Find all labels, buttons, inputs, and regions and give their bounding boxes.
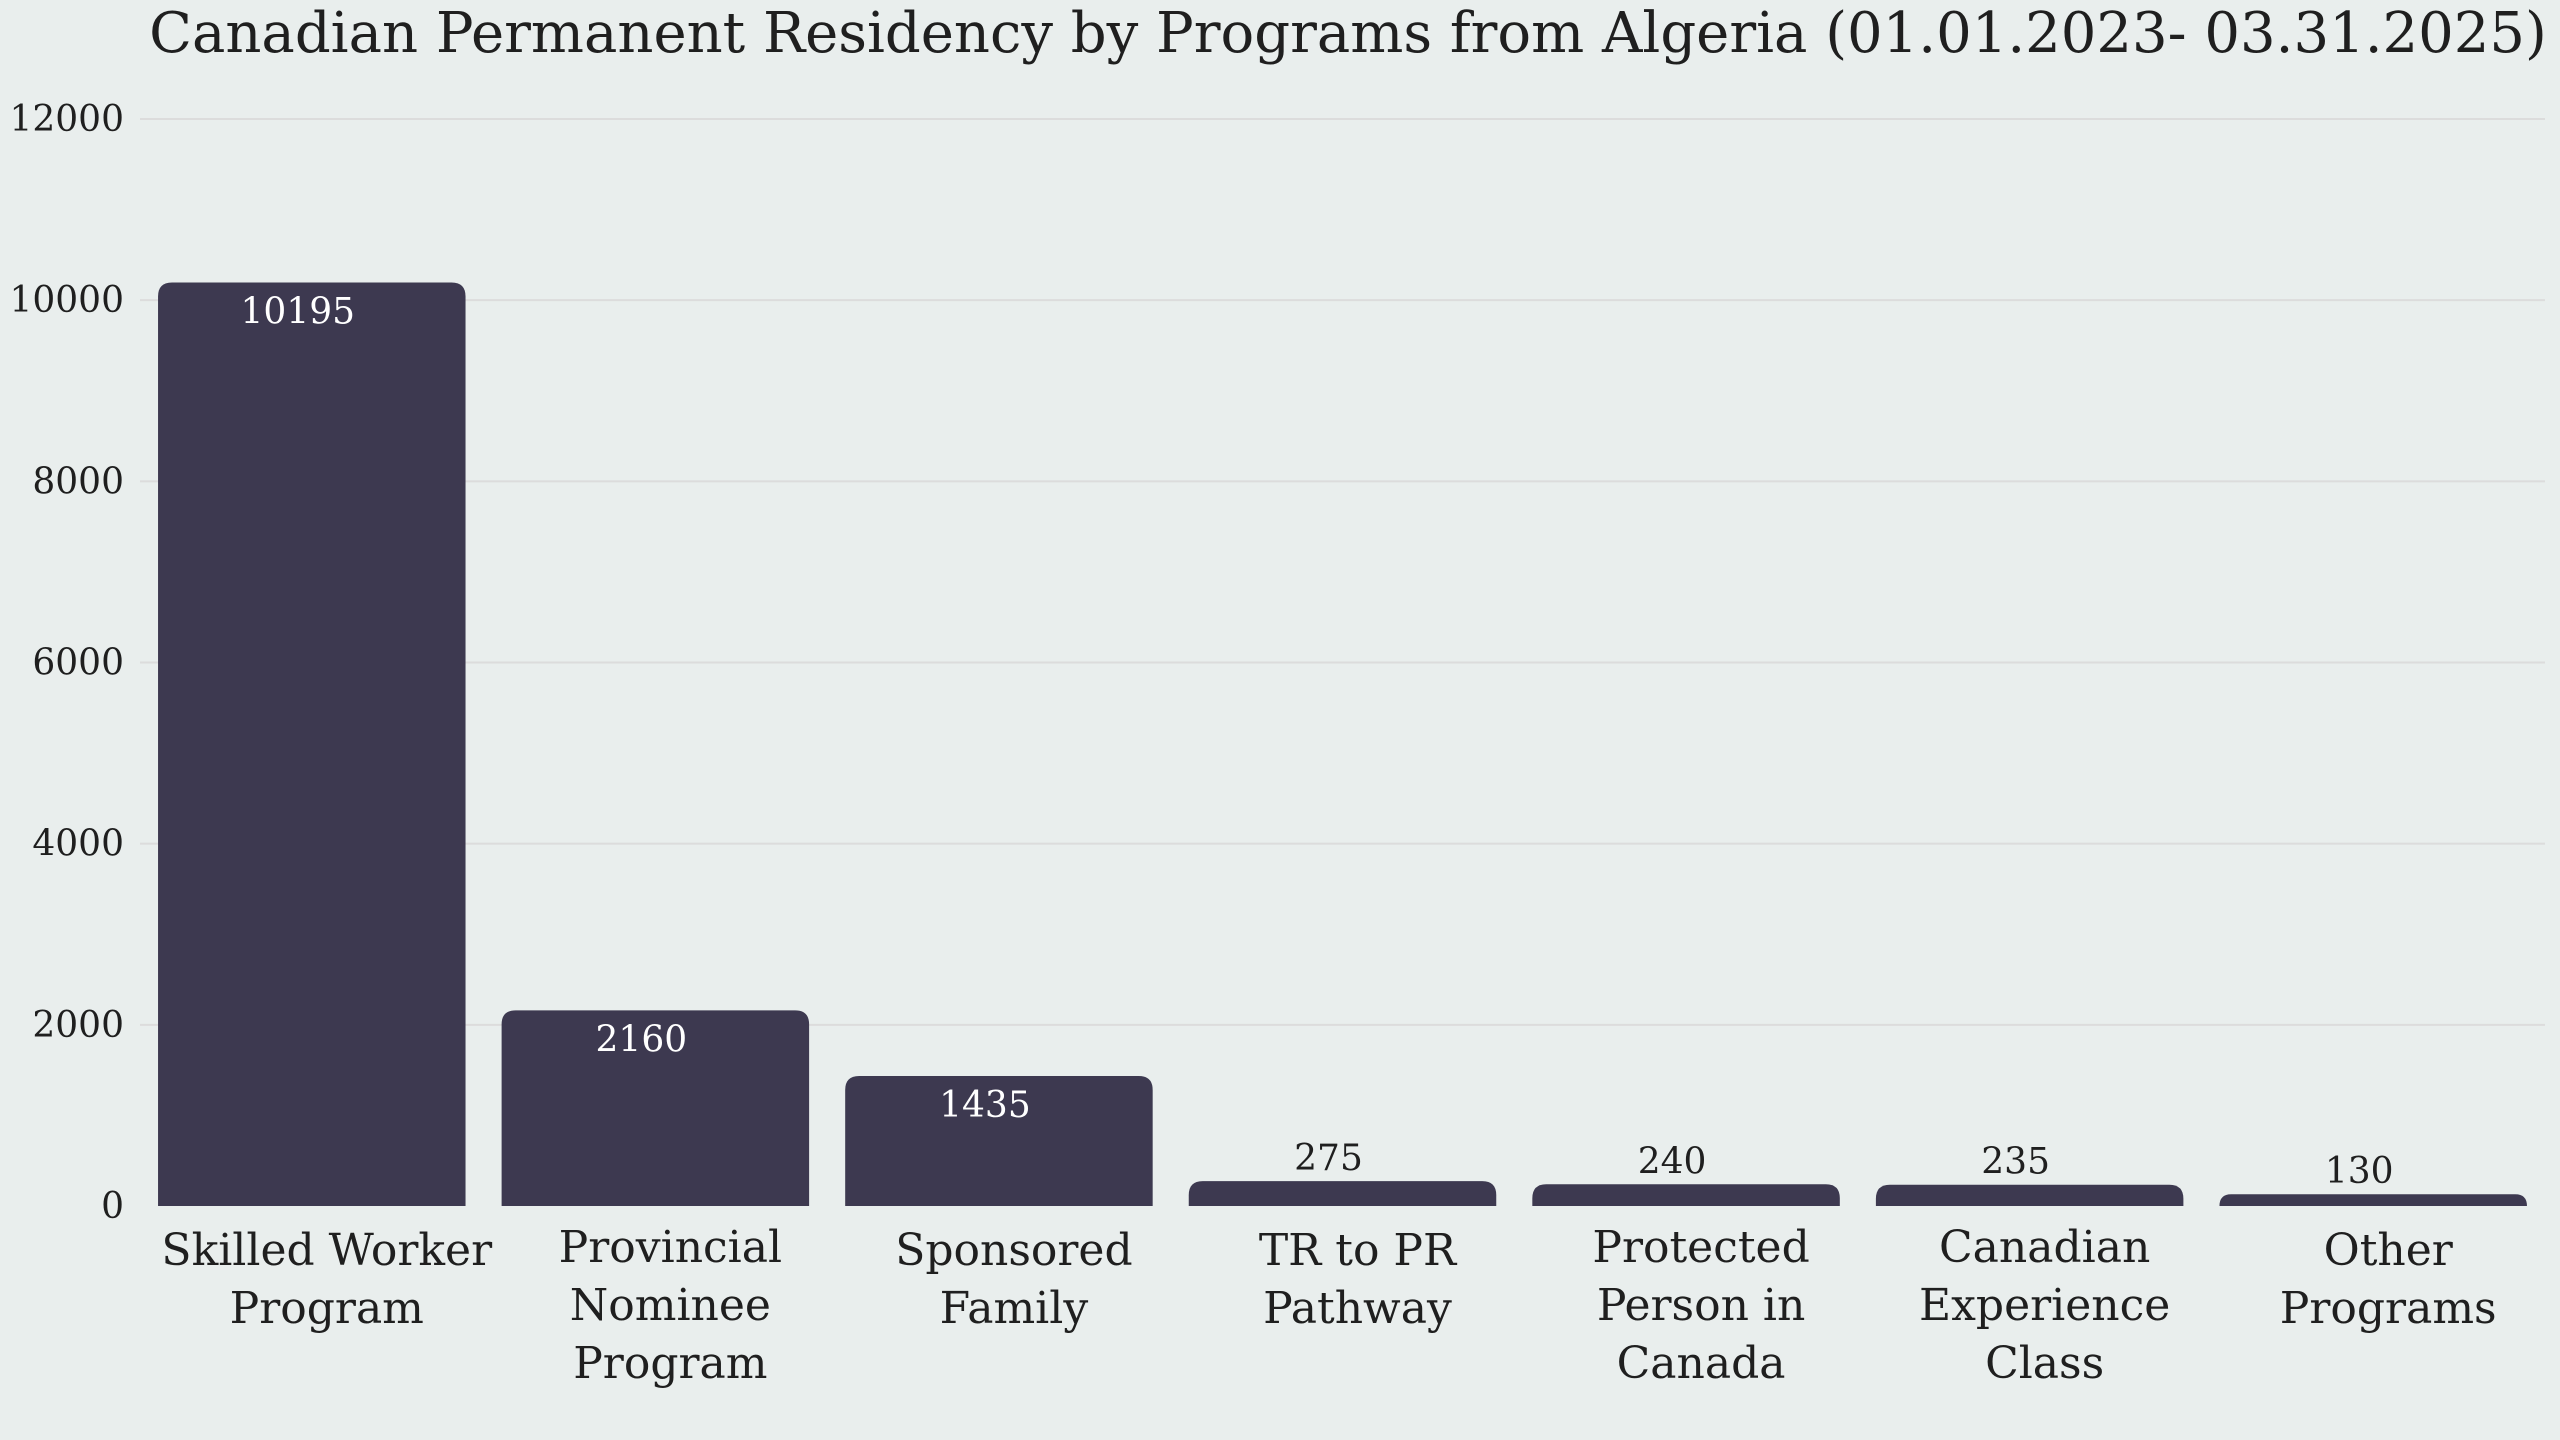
value-label: 1435 xyxy=(939,1085,1031,1126)
bar xyxy=(2219,1194,2527,1206)
category-label-line: Canada xyxy=(1617,1338,1786,1389)
value-label: 130 xyxy=(2325,1151,2394,1192)
category-label-line: Class xyxy=(1985,1338,2104,1389)
category-label-line: TR to PR xyxy=(1259,1225,1458,1276)
y-tick-label: 8000 xyxy=(32,461,124,502)
category-label: Provincial Nominee Program xyxy=(559,1222,782,1389)
category-label-line: Person in xyxy=(1597,1280,1806,1331)
bar xyxy=(1188,1181,1497,1206)
y-tick-label: 12000 xyxy=(9,99,124,140)
category-label: Protected Person in Canada xyxy=(1592,1222,1809,1389)
category-label-line: Nominee xyxy=(570,1280,771,1331)
chart-title: Canadian Permanent Residency by Programs… xyxy=(149,1,2547,66)
category-label: TR to PR Pathway xyxy=(1259,1225,1458,1334)
category-label-line: Program xyxy=(573,1338,767,1389)
category-label-line: Sponsored xyxy=(895,1225,1132,1276)
gridlines xyxy=(140,118,2545,1026)
category-label-line: Protected xyxy=(1592,1222,1809,1273)
y-tick-label: 0 xyxy=(101,1186,124,1227)
bar xyxy=(1875,1184,2184,1206)
category-label-line: Programs xyxy=(2280,1283,2497,1334)
y-tick-label: 6000 xyxy=(32,643,124,684)
bar xyxy=(1532,1184,1840,1206)
category-label-line: Experience xyxy=(1919,1280,2170,1331)
value-label: 2160 xyxy=(596,1019,688,1060)
y-tick-label: 10000 xyxy=(9,280,124,321)
category-label-line: Program xyxy=(230,1283,424,1334)
bar xyxy=(158,282,466,1206)
category-label-line: Family xyxy=(940,1283,1089,1334)
category-label: Skilled Worker Program xyxy=(161,1225,493,1334)
y-tick-label: 2000 xyxy=(32,1005,124,1046)
bar xyxy=(501,1010,810,1206)
category-label-line: Skilled Worker xyxy=(161,1225,493,1276)
category-label-line: Other xyxy=(2324,1225,2454,1276)
bar xyxy=(845,1076,1153,1206)
y-axis-ticks: 0 2000 4000 6000 8000 10000 12000 xyxy=(9,99,124,1227)
value-label: 240 xyxy=(1638,1141,1707,1182)
value-label: 275 xyxy=(1294,1138,1363,1179)
y-tick-label: 4000 xyxy=(32,824,124,865)
value-label: 235 xyxy=(1981,1142,2050,1183)
category-label: Canadian Experience Class xyxy=(1919,1222,2170,1389)
category-label: Sponsored Family xyxy=(895,1225,1132,1334)
category-label-line: Provincial xyxy=(559,1222,782,1273)
category-label-line: Pathway xyxy=(1263,1283,1452,1334)
category-label: Other Programs xyxy=(2280,1225,2497,1334)
category-label-line: Canadian xyxy=(1939,1222,2150,1273)
value-label: 10195 xyxy=(241,292,356,333)
value-labels: 10195 2160 1435 275 240 235 130 xyxy=(241,292,2394,1193)
bars xyxy=(158,282,2527,1206)
